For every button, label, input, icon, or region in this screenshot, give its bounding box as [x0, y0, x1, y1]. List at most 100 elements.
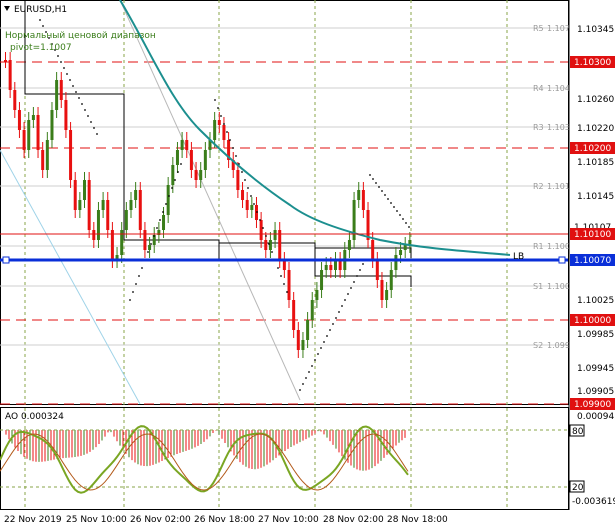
ao-20-box [569, 480, 585, 493]
sar-dot [129, 299, 131, 301]
candle-body [4, 60, 7, 62]
price-tick: 1.09905 [577, 387, 614, 397]
candle-body [203, 150, 207, 170]
red-level-badge: 1.10000 [574, 316, 611, 326]
sar-dot [372, 178, 374, 180]
ao-level-20-label: 20 [572, 483, 584, 493]
candle-body [268, 240, 272, 250]
sar-dot [171, 187, 173, 189]
candle-body [371, 240, 375, 260]
candle-body [352, 200, 356, 240]
sar-dot [356, 275, 358, 277]
candle-body [222, 125, 226, 140]
candle-body [213, 120, 217, 140]
pivot-labels: R5 1.107 R4 1.104 R3 1.103 R2 1.101 R1 1… [533, 24, 570, 350]
line-handle-left[interactable] [2, 256, 10, 264]
sar-dot [408, 226, 410, 228]
sar-dot [283, 283, 285, 285]
sar-dot [323, 341, 325, 343]
sar-dot [75, 91, 77, 93]
sar-dot [153, 235, 155, 237]
candle-body [259, 220, 263, 240]
candle-body [27, 120, 31, 150]
pivot-r1-label: R1 [533, 242, 544, 251]
symbol-title[interactable]: EURUSD,H1 [14, 5, 67, 15]
sar-dot [280, 275, 282, 277]
candle-body [157, 230, 161, 235]
sar-dot [156, 227, 158, 229]
candle-body [78, 200, 82, 210]
sar-dot [39, 19, 41, 21]
sar-dot [141, 267, 143, 269]
sar-dot [147, 251, 149, 253]
candle-body [287, 270, 291, 300]
sar-dot [305, 377, 307, 379]
sar-dot [265, 235, 267, 237]
symbol-dropdown-icon[interactable] [4, 6, 10, 11]
sar-dot [378, 186, 380, 188]
pivot-r3-value: 1.103 [547, 123, 570, 132]
sar-dot [177, 171, 179, 173]
trend-line-cyan [0, 149, 141, 405]
candle-body [301, 340, 305, 350]
sar-dot [232, 147, 234, 149]
candle-body [148, 245, 152, 250]
candle-body [120, 230, 124, 255]
sar-dot [271, 251, 273, 253]
candle-body [310, 300, 314, 320]
candle-body [110, 230, 114, 260]
sar-dot [286, 291, 288, 293]
pivot-s1-label: S1 [533, 282, 543, 291]
candle-body [175, 150, 179, 165]
sar-dot [135, 283, 137, 285]
candle-body [403, 245, 407, 250]
sar-dot [308, 371, 310, 373]
pivot-r5-value: 1.107 [547, 24, 570, 33]
sar-dot [180, 163, 182, 165]
parabolic-sar [39, 19, 410, 391]
candle-body [385, 290, 389, 300]
candle-body [380, 280, 384, 300]
sar-dot [244, 179, 246, 181]
sar-dot [138, 275, 140, 277]
main-chart-frame [0, 0, 569, 405]
sar-dot [60, 61, 62, 63]
pivot-r2-label: R2 [533, 182, 544, 191]
candle-body [166, 185, 170, 215]
candle-body [394, 255, 398, 270]
sar-dot [69, 79, 71, 81]
red-level-badge: 1.09900 [574, 400, 611, 410]
candle-body [273, 230, 277, 240]
candle-body [115, 255, 119, 260]
sar-dot [42, 25, 44, 27]
line-handle-right[interactable] [558, 256, 566, 264]
time-tick: 26 Nov 02:00 [130, 515, 191, 525]
candle-body [59, 80, 63, 100]
candle-body [129, 200, 133, 210]
sar-dot [341, 305, 343, 307]
sar-dot [165, 203, 167, 205]
candle-body [389, 270, 393, 290]
candle-body [17, 110, 21, 130]
sar-dot [344, 299, 346, 301]
candle-body [143, 230, 147, 250]
sar-dot [217, 107, 219, 109]
time-tick: 28 Nov 18:00 [387, 515, 448, 525]
moving-average-line [119, 0, 511, 256]
sar-dot [359, 269, 361, 271]
sar-dot [299, 389, 301, 391]
sar-dot [226, 131, 228, 133]
pivot-r5-label: R5 [533, 24, 544, 33]
candle-body [315, 290, 319, 300]
sar-dot [362, 263, 364, 265]
sar-dot [381, 190, 383, 192]
stochastic-main-line [0, 425, 409, 494]
sar-dot [132, 291, 134, 293]
time-tick: 26 Nov 18:00 [194, 515, 255, 525]
candle-body [241, 190, 245, 200]
sar-dot [335, 317, 337, 319]
sar-dot [247, 187, 249, 189]
candle-body [64, 100, 68, 130]
sar-dot [45, 31, 47, 33]
